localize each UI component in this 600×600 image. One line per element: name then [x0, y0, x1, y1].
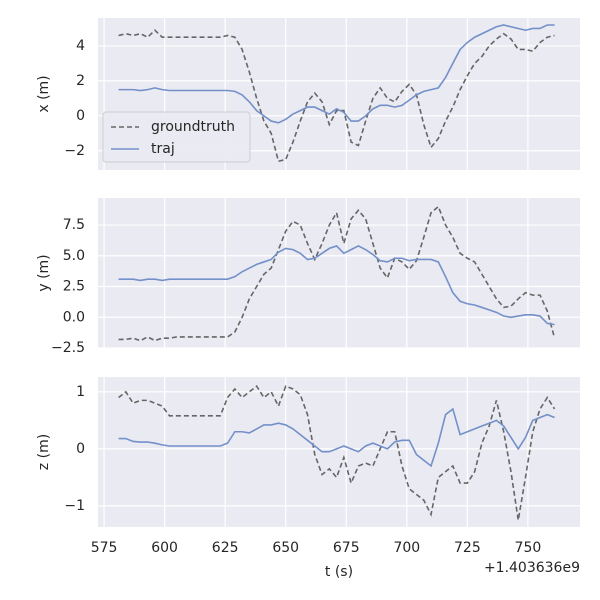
legend-box	[102, 111, 251, 163]
series-line	[118, 245, 555, 326]
series-line	[118, 407, 555, 468]
x-tick-label: 575	[91, 540, 118, 556]
series-line	[118, 29, 555, 163]
y-axis-label: z (m)	[36, 434, 52, 470]
x-tick-label: 675	[333, 540, 360, 556]
y-tick-label: 0	[76, 441, 85, 457]
y-tick-label: 1	[76, 384, 85, 400]
legend-label: groundtruth	[151, 119, 235, 135]
x-offset-label: +1.403636e9	[484, 560, 580, 576]
legend-label: traj	[151, 141, 175, 157]
y-tick-label: −2	[64, 143, 85, 159]
x-tick-label: 600	[151, 540, 178, 556]
y-tick-label: 0	[76, 108, 85, 124]
y-tick-label: 7.5	[63, 217, 85, 233]
x-axis-label: t (s)	[325, 564, 353, 580]
series-line	[118, 24, 555, 124]
y-tick-label: 0.0	[63, 309, 85, 325]
x-tick-label: 700	[393, 540, 420, 556]
y-tick-label: 5.0	[63, 248, 85, 264]
plot-area	[98, 377, 580, 527]
y-tick-label: 4	[76, 38, 85, 54]
y-tick-label: −2.5	[51, 340, 85, 356]
y-tick-label: −1	[64, 498, 85, 514]
x-tick-label: 625	[212, 540, 239, 556]
x-tick-label: 650	[272, 540, 299, 556]
y-axis-label: y (m)	[36, 254, 52, 291]
x-tick-label: 750	[515, 540, 542, 556]
y-tick-label: 2	[76, 73, 85, 89]
x-tick-label: 725	[454, 540, 481, 556]
y-tick-label: 2.5	[63, 279, 85, 295]
y-axis-label: x (m)	[36, 75, 52, 112]
series-line	[118, 205, 556, 342]
